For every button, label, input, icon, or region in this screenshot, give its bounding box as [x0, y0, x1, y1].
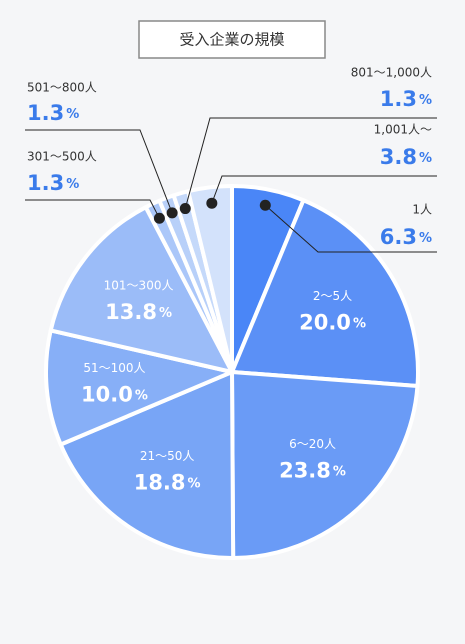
category-label: 1,001人～: [374, 123, 432, 137]
title-box: [138, 20, 326, 59]
category-label: 1人: [412, 203, 432, 217]
leader-line: [184, 117, 437, 209]
pie-slice: [58, 370, 236, 560]
leader-dot: [179, 203, 191, 215]
leader-line: [211, 175, 437, 204]
leader-line: [25, 199, 160, 219]
chart-title: 受入企業の規模: [179, 31, 284, 49]
value-label: 3.8%: [380, 145, 432, 169]
value-label: 1.3%: [27, 101, 79, 125]
category-label: 6～20人: [289, 437, 336, 451]
pie: [44, 184, 420, 560]
leader-line: [25, 129, 173, 214]
leader-dot: [153, 212, 165, 224]
pie-slice: [230, 370, 420, 560]
leader-dot: [206, 197, 218, 209]
value-label: 6.3%: [380, 225, 432, 249]
category-label: 101～300人: [104, 278, 174, 292]
category-label: 21～50人: [140, 449, 195, 463]
leader-line: [264, 204, 437, 253]
value-label: 10.0%: [81, 382, 148, 406]
value-label: 13.8%: [105, 300, 172, 324]
category-label: 301～500人: [27, 150, 97, 164]
value-label: 23.8%: [279, 458, 346, 482]
category-label: 51～100人: [83, 361, 145, 375]
value-label: 18.8%: [134, 471, 201, 495]
value-label: 1.3%: [380, 87, 432, 111]
pie-slice: [48, 205, 234, 374]
category-label: 2～5人: [313, 289, 352, 303]
value-label: 1.3%: [27, 171, 79, 195]
value-label: 20.0%: [299, 310, 366, 334]
leader-dot: [166, 207, 178, 219]
pie-slice: [186, 184, 234, 374]
category-label: 501～800人: [27, 81, 97, 95]
category-label: 801～1,000人: [351, 66, 432, 80]
leader-dot: [259, 199, 271, 211]
labels: 1人 6.3 % 2～5人 20.0 % 6～20人 23.8 % 21～50人 18.8 % 51～1…: [25, 66, 437, 495]
pie-slice: [44, 328, 234, 447]
pie-slice: [230, 198, 420, 388]
